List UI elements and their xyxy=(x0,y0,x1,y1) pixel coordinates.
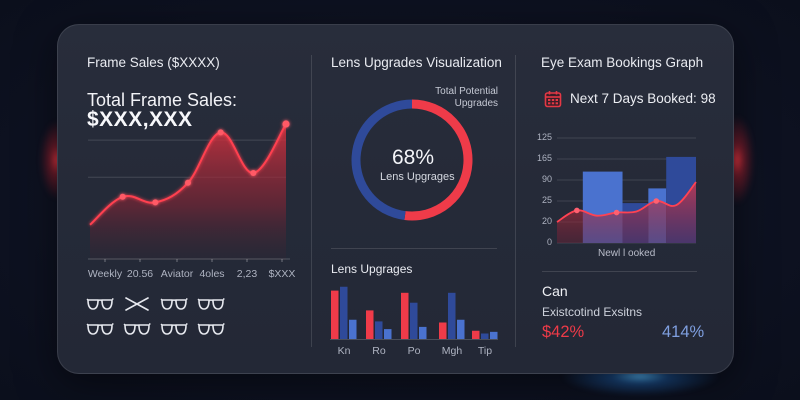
frame-x-label: Aviator xyxy=(160,268,194,280)
glasses-icon xyxy=(160,298,188,310)
can-title: Can xyxy=(542,283,568,299)
lens-bar xyxy=(419,326,427,339)
donut-slice-red xyxy=(404,99,473,221)
can-subtitle: Existcotind Exsitns xyxy=(542,305,643,319)
lens-bar xyxy=(401,292,409,339)
stat-left-red: $42% xyxy=(542,323,585,341)
lens-bar xyxy=(375,321,383,339)
glasses-icon xyxy=(197,298,225,310)
frame-data-point xyxy=(119,193,126,200)
lens-bar xyxy=(331,290,339,339)
donut-slice-blue xyxy=(351,99,413,221)
lens-x-label: Kn xyxy=(337,345,351,357)
exam-x-label: Newl l ooked xyxy=(598,248,656,259)
lens-bar xyxy=(439,322,447,339)
lens-bar xyxy=(448,292,456,339)
lens-bar xyxy=(490,331,498,339)
glasses-icon xyxy=(197,323,225,335)
lens-bar xyxy=(472,330,480,339)
lens-x-label: Po xyxy=(407,345,421,357)
lens-bar xyxy=(481,333,489,339)
total-frame-sales-value: $XXX,XXX xyxy=(87,108,193,131)
lens-bar-title: Lens Upgrages xyxy=(331,262,413,276)
cross-icon xyxy=(125,297,149,311)
frame-x-label: 20.56 xyxy=(126,268,154,280)
frame-data-point xyxy=(282,120,290,128)
exam-data-point xyxy=(653,198,660,204)
exam-y-tick: 165 xyxy=(536,153,552,163)
glasses-icon xyxy=(86,298,114,310)
calendar-icon xyxy=(544,91,562,108)
frame-x-label: Weekly xyxy=(87,268,123,280)
exam-y-tick: 25 xyxy=(541,195,552,205)
glasses-icon xyxy=(123,323,151,335)
frame-x-label: 2,23 xyxy=(236,268,258,280)
donut-caption-line2: Upgrades xyxy=(454,98,498,109)
lens-bar xyxy=(340,286,348,339)
lens-bar xyxy=(384,329,392,339)
lens-section-divider xyxy=(331,248,497,249)
exam-y-tick: 0 xyxy=(546,237,552,247)
exam-data-point xyxy=(574,207,580,214)
glasses-icon xyxy=(160,323,188,335)
lens-x-label: Ro xyxy=(372,345,386,357)
booked-count: Next 7 Days Booked: 98 xyxy=(570,91,716,106)
donut-caption-line1: Total Potential xyxy=(435,86,498,97)
glasses-icon xyxy=(86,323,114,335)
frame-data-point xyxy=(152,199,159,206)
lens-upgrades-title: Lens Upgrades Visualization xyxy=(331,55,502,70)
exam-data-point xyxy=(613,209,620,216)
frame-sales-title: Frame Sales ($XXXX) xyxy=(87,55,220,70)
donut-sublabel: Lens Upgrages xyxy=(380,171,455,183)
frame-data-point xyxy=(250,170,257,176)
donut-percent: 68% xyxy=(392,146,435,169)
exam-y-tick: 125 xyxy=(536,132,552,142)
column-divider-2 xyxy=(515,55,516,347)
column-divider-1 xyxy=(311,55,312,347)
frame-data-point xyxy=(185,179,191,186)
lens-bar xyxy=(366,310,374,339)
exam-y-tick: 90 xyxy=(541,174,552,184)
donut-caption: Total Potential Upgrades xyxy=(418,86,498,110)
lens-x-label: Mgh xyxy=(441,345,463,357)
stat-right-blue: 414% xyxy=(662,323,705,341)
frame-data-point xyxy=(217,129,224,136)
lens-bar xyxy=(410,302,418,339)
frame-area-fill xyxy=(90,124,286,260)
lens-bar xyxy=(457,319,465,339)
lens-x-label: Tip xyxy=(477,345,493,357)
exam-section-divider xyxy=(542,271,697,272)
total-frame-sales-label: Total Frame Sales: xyxy=(87,90,238,110)
lens-bar xyxy=(349,319,357,339)
exam-y-tick: 20 xyxy=(541,216,552,226)
frame-x-label: $XXX xyxy=(268,268,296,280)
eye-exam-title: Eye Exam Bookings Graph xyxy=(541,55,704,70)
frame-x-label: 4oles xyxy=(199,268,225,280)
